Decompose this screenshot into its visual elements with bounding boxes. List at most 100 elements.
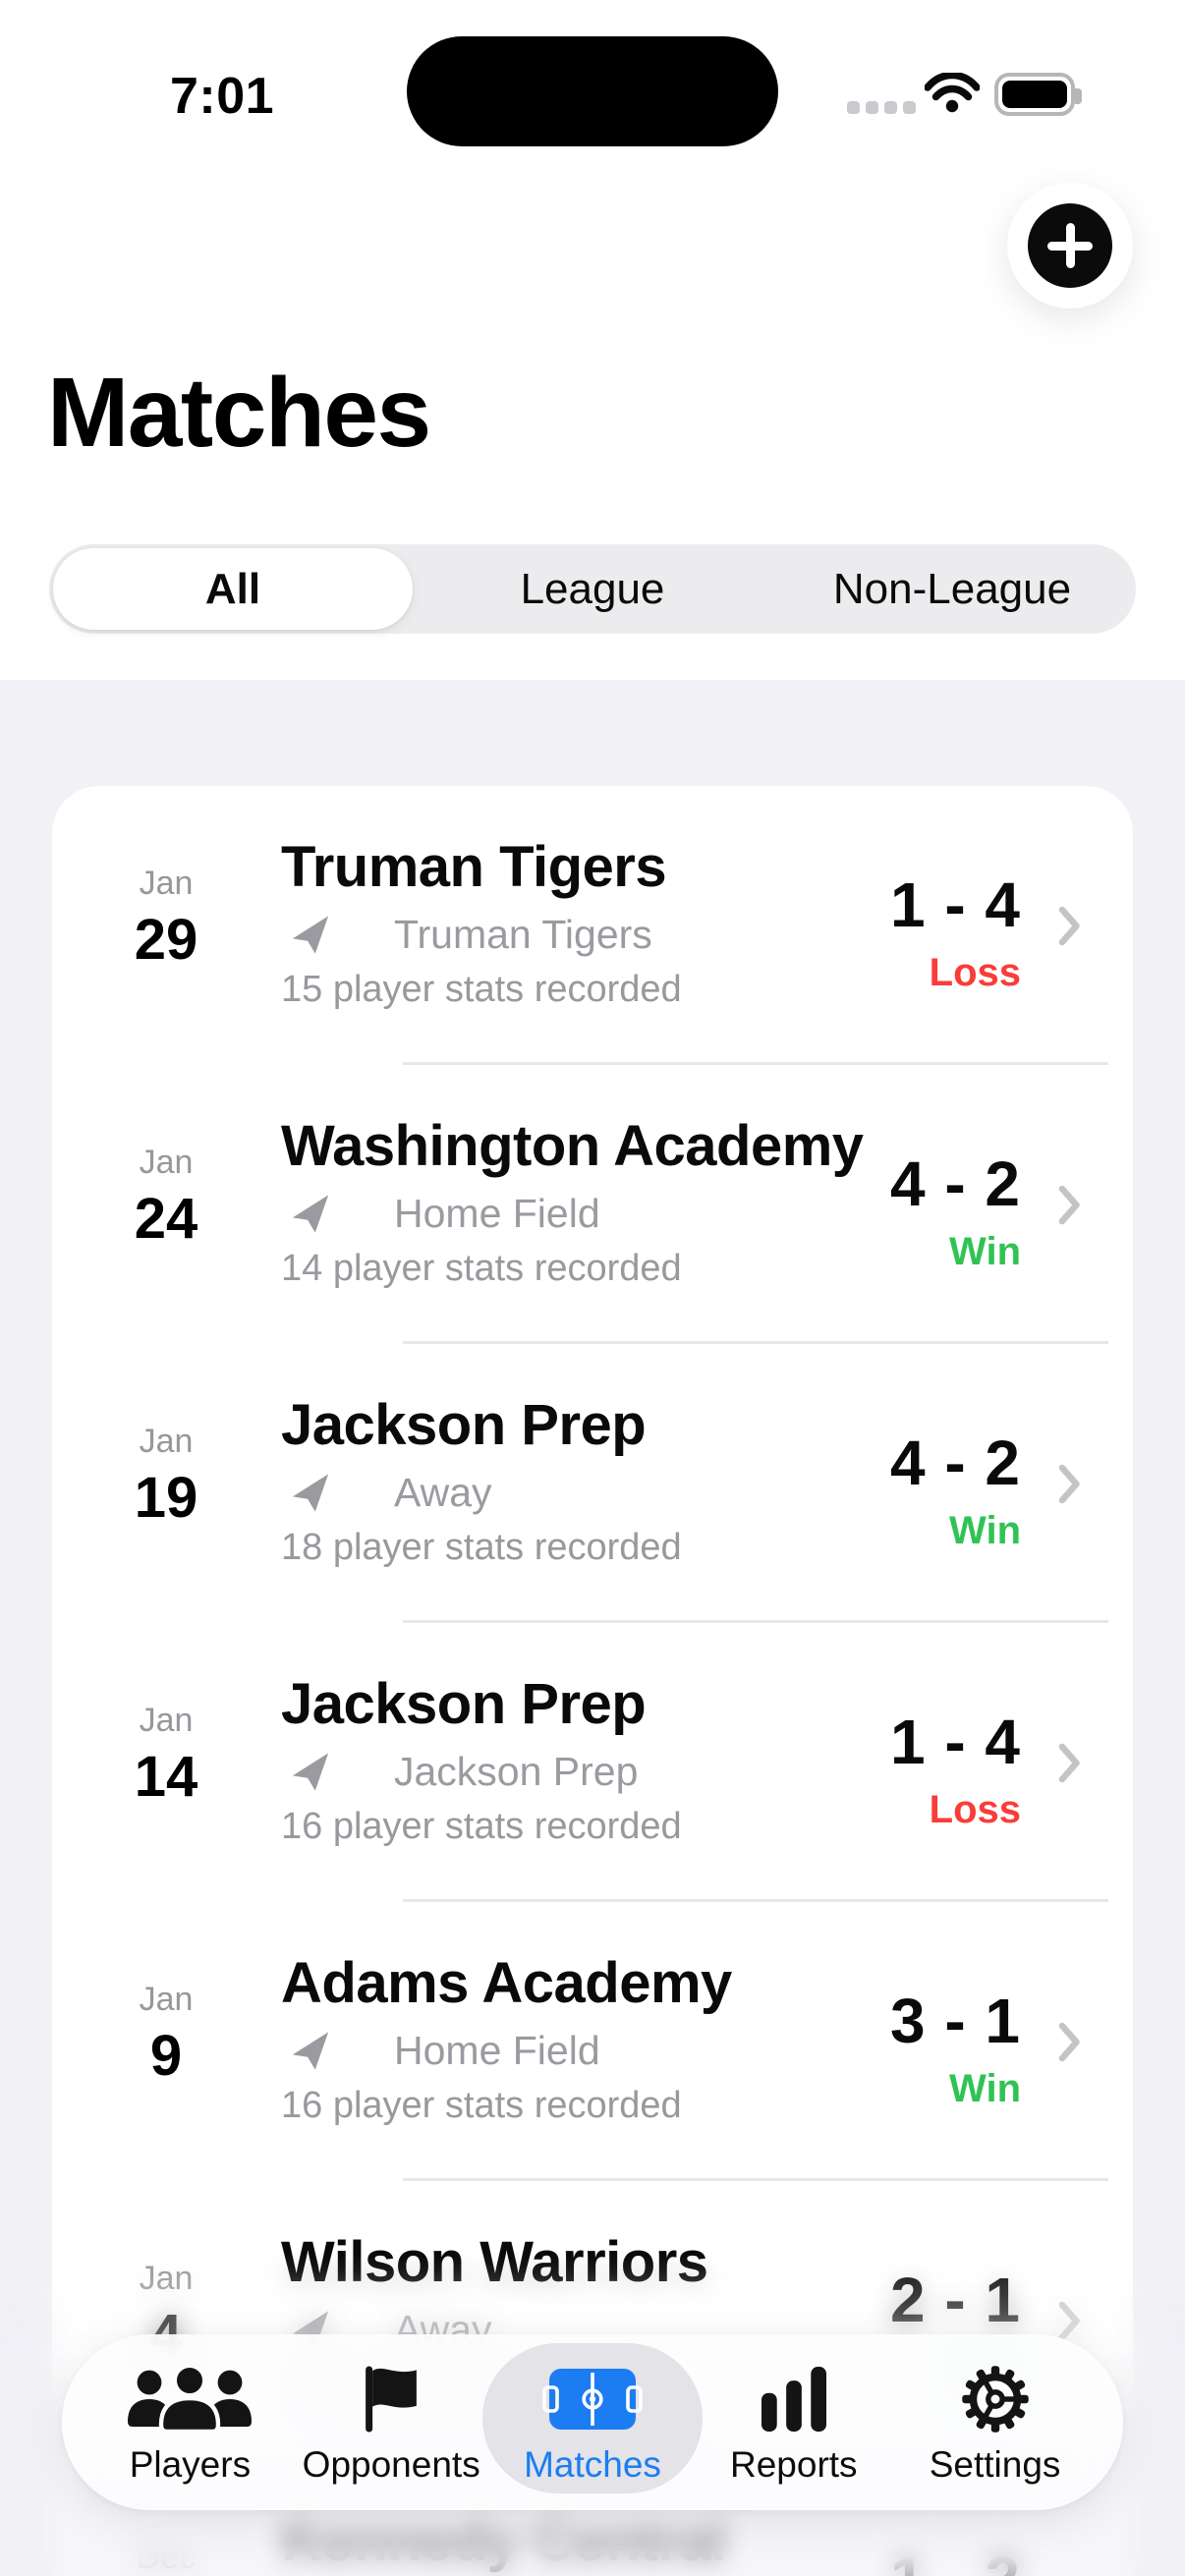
location-label: Home Field (394, 1190, 600, 1236)
match-info: Washington Academy Home Field 14 player … (226, 1114, 864, 1344)
location-line: Home Field (281, 2024, 834, 2077)
match-date: Jan 24 (106, 1114, 226, 1344)
opponent-name: Adams Academy (281, 1951, 732, 2015)
match-score: 1 - 4 (889, 869, 1021, 940)
dynamic-island (407, 36, 778, 146)
match-result: Loss (929, 1788, 1021, 1831)
player-stats-label: 14 player stats recorded (281, 1248, 682, 1289)
segment-non-league[interactable]: Non-League (832, 564, 1072, 613)
add-match-button[interactable] (1028, 203, 1112, 288)
location-label: Home Field (394, 2027, 600, 2073)
tab-reports[interactable]: Reports (693, 2334, 894, 2510)
match-day: 14 (134, 1745, 198, 1809)
opponent-name: Washington Academy (281, 1114, 864, 1178)
match-day: 29 (134, 908, 198, 972)
match-row[interactable]: Jan 19 Jackson Prep Away 18 player stats… (52, 1344, 1133, 1623)
match-score: 3 - 1 (889, 1986, 1021, 2056)
tab-bar: Players Opponents (62, 2334, 1123, 2510)
location-arrow-icon (292, 1752, 329, 1791)
location-line: Truman Tigers (281, 908, 834, 961)
match-info: Adams Academy Home Field 16 player stats… (226, 1951, 834, 2181)
match-date: Jan 14 (106, 1672, 226, 1902)
score-column: 3 - 1 Win (834, 1951, 1021, 2181)
match-result: Win (949, 1509, 1021, 1552)
match-score: 2 - 1 (889, 2265, 1021, 2335)
tab-label: Matches (524, 2443, 661, 2485)
match-filter-segmented-control: All League Non-League (49, 544, 1136, 634)
match-list: Jan 29 Truman Tigers Truman Tigers 15 pl… (52, 786, 1133, 2576)
segment-all[interactable]: All (53, 548, 413, 630)
match-month: Jan (139, 1423, 194, 1460)
chevron-right-icon (1058, 835, 1081, 1065)
tab-label: Opponents (302, 2443, 480, 2485)
match-month: Dec (136, 2539, 197, 2576)
chevron-right-icon (1058, 1951, 1081, 2181)
tab-settings[interactable]: Settings (894, 2334, 1096, 2510)
match-month: Jan (139, 1981, 194, 2018)
chevron-right-icon (1058, 1672, 1081, 1902)
match-row[interactable]: Jan 24 Washington Academy Home Field 14 … (52, 1065, 1133, 1344)
chevron-right-icon (1058, 1393, 1081, 1623)
score-column: 1 - 2 (834, 2509, 1021, 2576)
location-arrow-icon (292, 1194, 329, 1233)
location-label: Truman Tigers (394, 911, 652, 957)
player-stats-label: 16 player stats recorded (281, 2085, 682, 2126)
location-arrow-icon (292, 1473, 329, 1512)
score-column: 1 - 4 Loss (834, 1672, 1021, 1902)
match-score: 4 - 2 (889, 1148, 1021, 1219)
match-result: Win (949, 1230, 1021, 1273)
match-score: 1 - 4 (889, 1707, 1021, 1777)
match-date: Jan 9 (106, 1951, 226, 2181)
people-icon (127, 2364, 253, 2435)
match-info: Kennedy Central (226, 2509, 834, 2576)
bar-chart-icon (761, 2364, 826, 2435)
player-stats-label: 15 player stats recorded (281, 969, 682, 1010)
match-result: Win (949, 2067, 1021, 2110)
match-date: Jan 19 (106, 1393, 226, 1623)
segment-league[interactable]: League (520, 564, 665, 613)
match-date: Dec (106, 2509, 226, 2576)
player-stats-label: 18 player stats recorded (281, 1527, 682, 1568)
chevron-right-icon (1058, 1114, 1081, 1344)
score-column: 4 - 2 Win (834, 1393, 1021, 1623)
header: 7:01 Matches All League Non-League (0, 0, 1185, 680)
flag-icon (361, 2364, 422, 2435)
wifi-icon (924, 71, 981, 119)
field-icon (542, 2364, 643, 2435)
tab-players[interactable]: Players (89, 2334, 291, 2510)
location-label: Jackson Prep (394, 1748, 639, 1794)
match-info: Truman Tigers Truman Tigers 15 player st… (226, 835, 834, 1065)
match-row[interactable]: Jan 29 Truman Tigers Truman Tigers 15 pl… (52, 786, 1133, 1065)
match-result: Loss (929, 951, 1021, 994)
cellular-signal-icon (847, 101, 916, 114)
match-score: 4 - 2 (889, 1428, 1021, 1498)
match-info: Jackson Prep Jackson Prep 16 player stat… (226, 1672, 834, 1902)
player-stats-label: 16 player stats recorded (281, 1806, 682, 1847)
tab-label: Reports (730, 2443, 858, 2485)
status-time: 7:01 (169, 68, 275, 125)
score-column: 1 - 4 Loss (834, 835, 1021, 1065)
opponent-name: Jackson Prep (281, 1393, 647, 1457)
opponent-name: Jackson Prep (281, 1672, 647, 1736)
match-month: Jan (139, 1144, 194, 1181)
match-row[interactable]: Jan 14 Jackson Prep Jackson Prep 16 play… (52, 1623, 1133, 1902)
location-line: Home Field (281, 1187, 834, 1240)
score-column: 4 - 2 Win (834, 1114, 1021, 1344)
tab-opponents[interactable]: Opponents (291, 2334, 492, 2510)
matches-card: Jan 29 Truman Tigers Truman Tigers 15 pl… (52, 786, 1133, 2576)
match-month: Jan (139, 1702, 194, 1739)
match-row[interactable]: Jan 9 Adams Academy Home Field 16 player… (52, 1902, 1133, 2181)
location-arrow-icon (292, 915, 329, 954)
location-line: Jackson Prep (281, 1745, 834, 1798)
tab-matches[interactable]: Matches (481, 2334, 703, 2510)
battery-icon (994, 73, 1082, 116)
match-score: 1 - 2 (834, 2545, 1021, 2576)
match-month: Jan (139, 2260, 194, 2297)
match-day: 19 (134, 1466, 198, 1530)
match-month: Jan (139, 865, 194, 902)
page-title: Matches (47, 358, 431, 468)
match-day: 24 (134, 1187, 198, 1251)
tab-label: Players (129, 2443, 252, 2485)
gear-icon (960, 2364, 1031, 2435)
